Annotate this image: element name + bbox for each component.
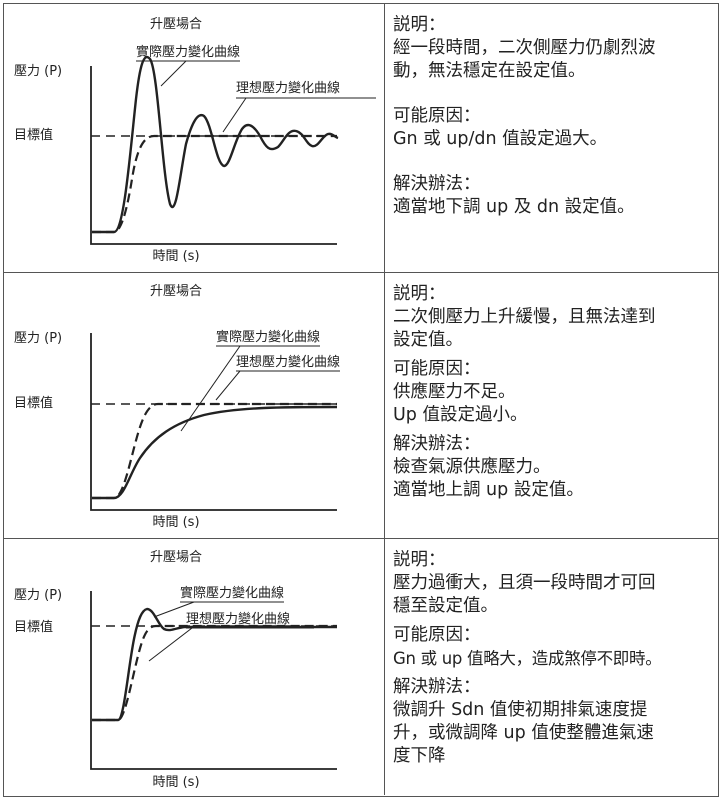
diagram-title: 升壓場合 <box>150 284 202 299</box>
table-row: 升壓場合 壓力 (P) 目標值 時間 (s) 實際壓力變化曲線 理想壓力變化曲線… <box>4 272 718 538</box>
actual-leader-line <box>153 601 195 618</box>
actual-leader-line <box>160 60 187 87</box>
diagram-cell: 升壓場合 壓力 (P) 目標值 時間 (s) 實際壓力變化曲線 理想壓力變化曲線 <box>4 4 385 272</box>
causes-heading: 可能原因： <box>393 106 481 126</box>
actual-curve-label: 實際壓力變化曲線 <box>180 585 284 601</box>
table-row: 升壓場合 壓力 (P) 目標值 時間 (s) 實際壓力變化曲線 理想壓力變化曲線… <box>4 4 718 272</box>
y-axis-label: 壓力 (P) <box>14 331 62 346</box>
diagram-title: 升壓場合 <box>150 17 202 32</box>
causes-line: Gn 或 up/dn 值設定過大。 <box>393 129 608 149</box>
causes-block: 可能原因： 供應壓力不足。 Up 值設定過小。 <box>393 358 712 427</box>
causes-block: 可能原因： Gn 或 up 值略大，造成煞停不即時。 <box>393 624 712 670</box>
explanation-cell: 説明： 壓力過衝大，且須一段時間才可回 穩至設定值。 可能原因： Gn 或 up… <box>385 539 718 795</box>
diagram-title: 升壓場合 <box>150 550 202 565</box>
causes-heading: 可能原因： <box>393 359 481 379</box>
actual-curve-label: 實際壓力變化曲線 <box>216 329 320 345</box>
axes <box>90 591 337 770</box>
actual-curve-label: 實際壓力變化曲線 <box>136 44 240 60</box>
causes-heading: 可能原因： <box>393 625 481 645</box>
description-heading: 説明： <box>393 284 446 304</box>
solution-block: 解決辦法： 微調升 Sdn 值使初期排氣速度提 升，或微調降 up 值使整體進氣… <box>393 676 712 768</box>
axes <box>90 66 337 245</box>
ideal-curve-label: 理想壓力變化曲線 <box>236 80 340 96</box>
x-axis-label: 時間 (s) <box>152 249 199 264</box>
ideal-curve-label: 理想壓力變化曲線 <box>186 611 290 627</box>
y-axis-label: 壓力 (P) <box>14 588 62 603</box>
setpoint-label: 目標值 <box>14 619 53 635</box>
solution-line: 度下降 <box>393 746 446 766</box>
solution-line: 微調升 Sdn 值使初期排氣速度提 <box>393 700 648 720</box>
solution-line: 適當地下調 up 及 dn 設定值。 <box>393 197 635 217</box>
axes <box>90 333 337 511</box>
description-block: 説明： 壓力過衝大，且須一段時間才可回 穩至設定值。 <box>393 549 712 618</box>
y-axis-label: 壓力 (P) <box>14 64 62 79</box>
actual-leader-line <box>180 345 241 432</box>
description-line: 穩至設定值。 <box>393 596 498 616</box>
pressure-diagram: 升壓場合 壓力 (P) 目標值 時間 (s) 實際壓力變化曲線 理想壓力變化曲線 <box>14 550 337 790</box>
description-block: 説明： 二次側壓力上升緩慢，且無法達到 設定值。 <box>393 283 712 352</box>
solution-block: 解決辦法： 適當地下調 up 及 dn 設定值。 <box>393 173 712 219</box>
actual-curve <box>92 56 339 234</box>
ideal-leader-line <box>148 627 193 662</box>
troubleshooting-table: 升壓場合 壓力 (P) 目標值 時間 (s) 實際壓力變化曲線 理想壓力變化曲線… <box>3 3 719 797</box>
table-row: 升壓場合 壓力 (P) 目標值 時間 (s) 實際壓力變化曲線 理想壓力變化曲線… <box>4 538 718 795</box>
actual-curve <box>92 607 337 722</box>
description-line: 二次側壓力上升緩慢，且無法達到 <box>393 307 656 327</box>
solution-line: 適當地上調 up 設定值。 <box>393 480 584 500</box>
solution-block: 解決辦法： 檢查氣源供應壓力。 適當地上調 up 設定值。 <box>393 433 712 502</box>
solution-heading: 解決辦法： <box>393 434 481 454</box>
diagram-cell: 升壓場合 壓力 (P) 目標值 時間 (s) 實際壓力變化曲線 理想壓力變化曲線 <box>4 539 385 795</box>
description-line: 動，無法穩定在設定值。 <box>393 61 586 81</box>
diagram-cell: 升壓場合 壓力 (P) 目標值 時間 (s) 實際壓力變化曲線 理想壓力變化曲線 <box>4 273 385 538</box>
description-heading: 説明： <box>393 15 446 35</box>
pressure-diagram: 升壓場合 壓力 (P) 目標值 時間 (s) 實際壓力變化曲線 理想壓力變化曲線 <box>14 284 340 530</box>
solution-heading: 解決辦法： <box>393 174 481 194</box>
causes-line: 供應壓力不足。 <box>393 382 516 402</box>
x-axis-label: 時間 (s) <box>152 515 199 530</box>
causes-line: Gn 或 up 值略大，造成煞停不即時。 <box>393 649 662 668</box>
ideal-leader-line <box>215 370 241 401</box>
setpoint-label: 目標值 <box>14 395 53 411</box>
description-line: 設定值。 <box>393 330 463 350</box>
ideal-curve-label: 理想壓力變化曲線 <box>236 354 340 370</box>
description-heading: 説明： <box>393 550 446 570</box>
description-line: 壓力過衝大，且須一段時間才可回 <box>393 573 656 593</box>
explanation-cell: 説明： 經一段時間，二次側壓力仍劇烈波 動，無法穩定在設定值。 可能原因： Gn… <box>385 4 718 272</box>
description-block: 説明： 經一段時間，二次側壓力仍劇烈波 動，無法穩定在設定值。 <box>393 14 712 83</box>
ideal-leader-line <box>222 97 247 133</box>
ideal-curve <box>92 134 337 234</box>
causes-block: 可能原因： Gn 或 up/dn 值設定過大。 <box>393 105 712 151</box>
actual-curve <box>92 405 338 500</box>
solution-heading: 解決辦法： <box>393 677 481 697</box>
pressure-diagram: 升壓場合 壓力 (P) 目標值 時間 (s) 實際壓力變化曲線 理想壓力變化曲線 <box>14 17 376 264</box>
description-line: 經一段時間，二次側壓力仍劇烈波 <box>393 38 656 58</box>
setpoint-label: 目標值 <box>14 127 53 143</box>
x-axis-label: 時間 (s) <box>152 775 199 790</box>
solution-line: 檢查氣源供應壓力。 <box>393 457 551 477</box>
causes-line: Up 值設定過小。 <box>393 405 528 425</box>
solution-line: 升，或微調降 up 值使整體進氣速 <box>393 723 654 743</box>
explanation-cell: 説明： 二次側壓力上升緩慢，且無法達到 設定值。 可能原因： 供應壓力不足。 U… <box>385 273 718 538</box>
ideal-curve <box>92 402 337 500</box>
